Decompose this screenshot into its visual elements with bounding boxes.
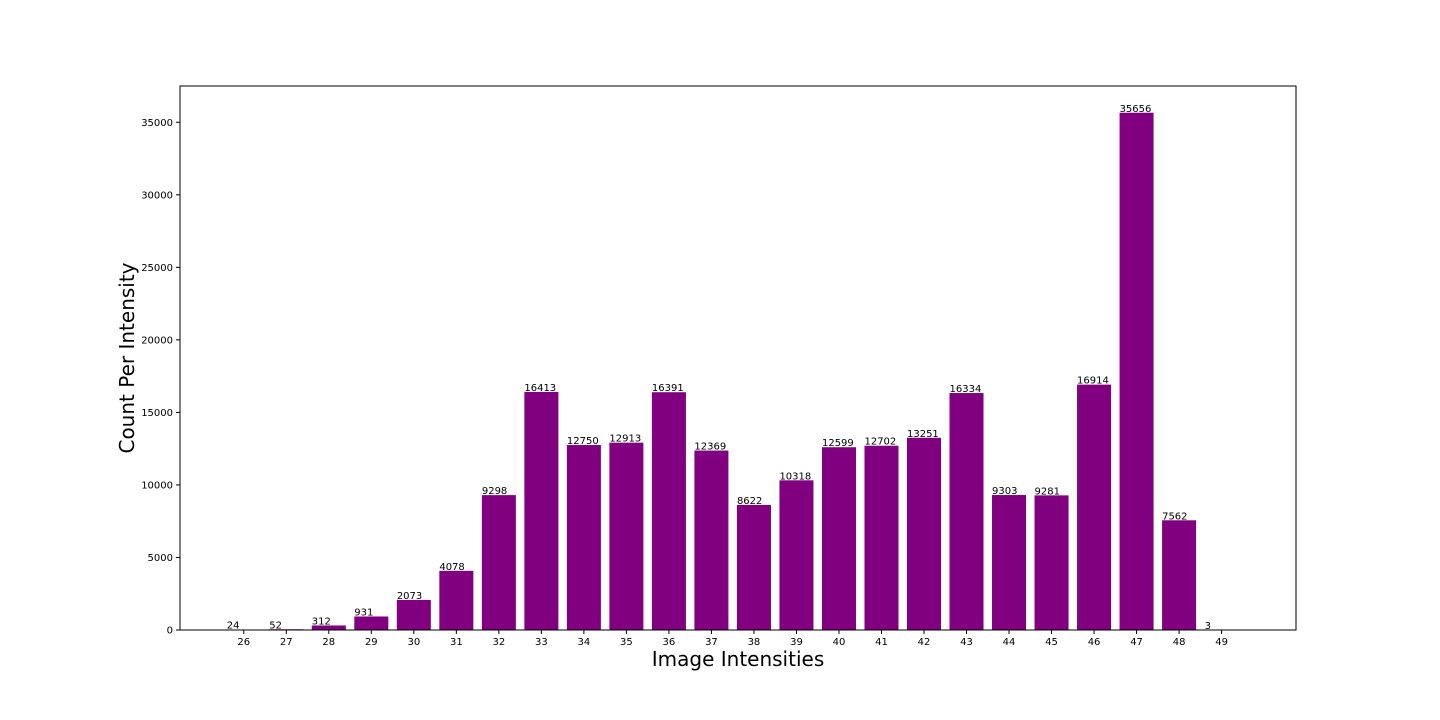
bar	[354, 616, 389, 630]
data-label: 2073	[397, 591, 422, 602]
bar	[609, 442, 644, 630]
data-label: 3	[1205, 621, 1211, 632]
data-label: 4078	[439, 562, 464, 573]
y-tick-label: 10000	[141, 480, 173, 491]
bars-layer	[226, 112, 1239, 630]
x-axis-title: Image Intensities	[652, 647, 825, 671]
bar	[949, 393, 984, 630]
bar	[1162, 520, 1197, 630]
x-tick-label: 32	[492, 637, 505, 648]
x-tick-label: 29	[365, 637, 378, 648]
x-tick-label: 49	[1215, 637, 1228, 648]
data-label: 8622	[737, 496, 762, 507]
bar	[396, 599, 431, 630]
bar	[694, 450, 729, 630]
bar	[821, 447, 856, 630]
x-tick-label: 42	[918, 637, 931, 648]
x-tick-label: 45	[1045, 637, 1058, 648]
plot-frame	[179, 85, 1297, 631]
bar	[906, 437, 941, 630]
x-tick-label: 41	[875, 637, 888, 648]
bar	[566, 445, 601, 630]
data-label: 931	[354, 607, 373, 618]
bar	[311, 625, 346, 630]
data-label: 12750	[567, 436, 599, 447]
bar	[439, 570, 474, 630]
data-label: 7562	[1162, 511, 1187, 522]
bar	[651, 392, 686, 630]
y-tick-label: 30000	[141, 190, 173, 201]
x-axis-ticks: 26 27 28 29 30 31 32 33 34 35 36 37 38 39 40 41 42 43 44 45…	[237, 630, 1228, 648]
x-tick-label: 28	[322, 637, 335, 648]
x-tick-label: 48	[1173, 637, 1186, 648]
data-label: 16334	[950, 384, 982, 395]
y-tick-label: 0	[167, 626, 173, 637]
data-label: 10318	[779, 471, 811, 482]
y-tick-label: 15000	[141, 408, 173, 419]
y-axis-title: Count Per Intensity	[115, 262, 139, 453]
x-tick-label: 47	[1130, 637, 1143, 648]
y-tick-label: 20000	[141, 335, 173, 346]
y-axis-ticks: 0 5000 10000 15000 20000 25000 30000 35000	[141, 118, 180, 637]
x-tick-label: 35	[620, 637, 633, 648]
bar	[524, 391, 559, 630]
data-label: 16914	[1077, 376, 1109, 387]
bar	[1034, 495, 1069, 630]
data-label: 52	[269, 620, 282, 631]
data-label: 35656	[1120, 104, 1152, 115]
x-tick-label: 26	[237, 637, 250, 648]
x-tick-label: 30	[407, 637, 420, 648]
bar	[1077, 384, 1112, 630]
x-tick-label: 36	[663, 637, 676, 648]
x-tick-label: 33	[535, 637, 548, 648]
data-label: 9303	[992, 486, 1017, 497]
data-label: 12702	[864, 437, 896, 448]
x-tick-label: 37	[705, 637, 718, 648]
x-tick-label: 40	[833, 637, 846, 648]
bar	[736, 504, 771, 630]
data-label: 9281	[1035, 486, 1060, 497]
data-label: 12913	[609, 434, 641, 445]
x-tick-label: 44	[1003, 637, 1016, 648]
data-label: 312	[312, 616, 331, 627]
bar	[481, 495, 516, 630]
x-tick-label: 31	[450, 637, 463, 648]
x-tick-label: 43	[960, 637, 973, 648]
data-label: 12599	[822, 438, 854, 449]
data-label: 9298	[482, 486, 507, 497]
data-label: 12369	[694, 442, 726, 453]
x-tick-label: 34	[578, 637, 591, 648]
y-tick-label: 25000	[141, 263, 173, 274]
x-tick-label: 46	[1088, 637, 1101, 648]
data-labels-layer: 24 52 312 931 2073 4078 9298 16413 12750 12913 163…	[227, 104, 1211, 632]
y-tick-label: 35000	[141, 118, 173, 129]
x-tick-label: 27	[280, 637, 293, 648]
data-label: 24	[227, 621, 240, 632]
data-label: 13251	[907, 429, 939, 440]
bar	[779, 480, 814, 630]
data-label: 16391	[652, 383, 684, 394]
bar	[992, 495, 1027, 630]
x-tick-label: 38	[748, 637, 761, 648]
x-tick-label: 39	[790, 637, 803, 648]
bar	[864, 445, 899, 630]
bar	[1119, 112, 1154, 630]
data-label: 16413	[524, 383, 556, 394]
y-tick-label: 5000	[148, 553, 173, 564]
